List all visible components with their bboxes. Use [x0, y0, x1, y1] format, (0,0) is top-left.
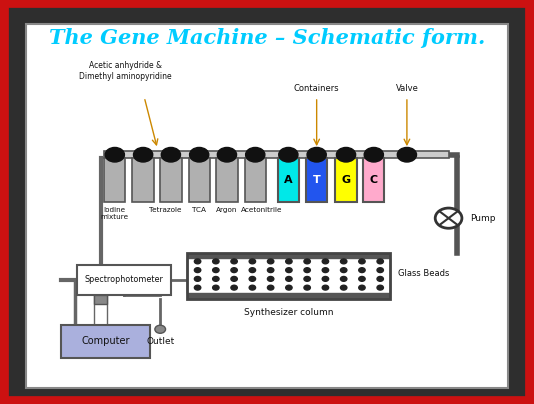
Bar	[216, 158, 238, 202]
Circle shape	[377, 268, 383, 273]
FancyBboxPatch shape	[4, 3, 530, 401]
Circle shape	[268, 268, 274, 273]
Text: Valve: Valve	[396, 84, 418, 93]
Circle shape	[268, 276, 274, 281]
Circle shape	[286, 276, 292, 281]
Circle shape	[341, 259, 347, 264]
Circle shape	[213, 259, 219, 264]
Circle shape	[359, 268, 365, 273]
Bar	[95, 295, 107, 304]
Circle shape	[304, 276, 310, 281]
Bar	[306, 158, 327, 202]
Circle shape	[246, 147, 265, 162]
Circle shape	[190, 147, 209, 162]
Bar	[189, 158, 210, 202]
Text: Outlet: Outlet	[146, 337, 174, 346]
Circle shape	[213, 268, 219, 273]
Circle shape	[397, 147, 417, 162]
Circle shape	[249, 268, 256, 273]
Text: Acetonitrile: Acetonitrile	[241, 207, 282, 213]
Text: C: C	[370, 175, 378, 185]
Circle shape	[364, 147, 383, 162]
Bar	[187, 258, 390, 293]
Circle shape	[249, 276, 256, 281]
Circle shape	[134, 147, 153, 162]
Circle shape	[286, 268, 292, 273]
Circle shape	[231, 285, 237, 290]
Circle shape	[359, 276, 365, 281]
Bar	[335, 158, 357, 202]
Circle shape	[249, 285, 256, 290]
FancyBboxPatch shape	[26, 24, 508, 388]
Circle shape	[322, 268, 328, 273]
Bar	[77, 265, 171, 295]
Circle shape	[194, 268, 201, 273]
Circle shape	[322, 259, 328, 264]
Circle shape	[286, 259, 292, 264]
Bar	[160, 158, 182, 202]
Circle shape	[322, 285, 328, 290]
Circle shape	[304, 268, 310, 273]
Bar	[132, 158, 154, 202]
Circle shape	[194, 259, 201, 264]
Circle shape	[341, 276, 347, 281]
Text: Glass Beads: Glass Beads	[398, 269, 449, 278]
Bar	[363, 158, 384, 202]
Bar	[187, 293, 390, 299]
Text: Synthesizer column: Synthesizer column	[244, 308, 333, 317]
Text: Iodine
mixture: Iodine mixture	[101, 207, 129, 220]
Text: A: A	[284, 175, 293, 185]
Bar	[61, 325, 150, 358]
Text: Containers: Containers	[294, 84, 340, 93]
Bar	[245, 158, 266, 202]
Bar	[278, 158, 299, 202]
Text: T: T	[313, 175, 320, 185]
Circle shape	[304, 259, 310, 264]
Circle shape	[161, 147, 180, 162]
Circle shape	[377, 276, 383, 281]
Circle shape	[194, 285, 201, 290]
Circle shape	[322, 276, 328, 281]
Circle shape	[336, 147, 356, 162]
Text: TCA: TCA	[192, 207, 206, 213]
Bar	[187, 252, 390, 258]
Circle shape	[217, 147, 237, 162]
Circle shape	[341, 268, 347, 273]
Circle shape	[359, 259, 365, 264]
Circle shape	[213, 276, 219, 281]
Circle shape	[155, 325, 166, 333]
Text: Computer: Computer	[81, 337, 130, 346]
Text: G: G	[341, 175, 351, 185]
Circle shape	[268, 259, 274, 264]
Circle shape	[231, 259, 237, 264]
Circle shape	[377, 259, 383, 264]
Circle shape	[304, 285, 310, 290]
Circle shape	[359, 285, 365, 290]
Text: Argon: Argon	[216, 207, 238, 213]
Bar	[94, 295, 107, 325]
Circle shape	[377, 285, 383, 290]
Text: Tetrazole: Tetrazole	[150, 207, 182, 213]
Text: Acetic anhydride &
Dimethyl aminopyridine: Acetic anhydride & Dimethyl aminopyridin…	[79, 61, 172, 81]
Circle shape	[231, 268, 237, 273]
Circle shape	[307, 147, 326, 162]
FancyBboxPatch shape	[104, 151, 449, 158]
Text: The Gene Machine – Schematic form.: The Gene Machine – Schematic form.	[49, 28, 485, 48]
Circle shape	[341, 285, 347, 290]
Text: Pump: Pump	[470, 214, 496, 223]
Circle shape	[213, 285, 219, 290]
Text: Spectrophotometer: Spectrophotometer	[85, 275, 163, 284]
Circle shape	[105, 147, 124, 162]
Circle shape	[194, 276, 201, 281]
Bar	[187, 252, 390, 299]
Circle shape	[268, 285, 274, 290]
Circle shape	[286, 285, 292, 290]
Circle shape	[249, 259, 256, 264]
Bar	[104, 158, 125, 202]
Circle shape	[279, 147, 298, 162]
Circle shape	[435, 208, 462, 228]
Circle shape	[231, 276, 237, 281]
